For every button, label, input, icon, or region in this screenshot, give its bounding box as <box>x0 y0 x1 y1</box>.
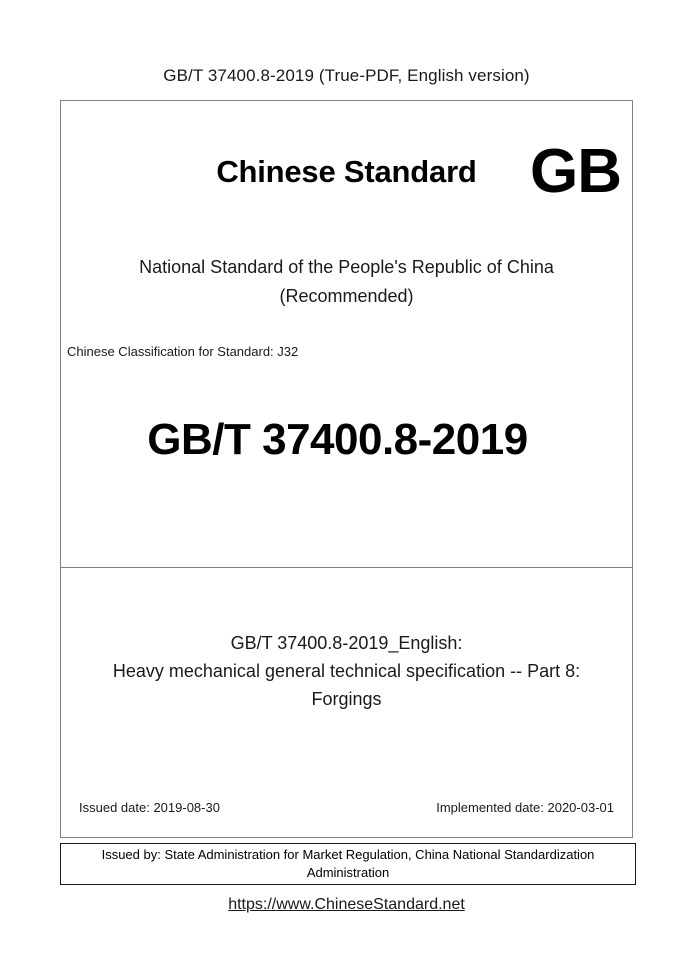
standard-number: GB/T 37400.8-2019 <box>147 415 528 464</box>
implemented-date: Implemented date: 2020-03-01 <box>436 800 614 815</box>
issued-date: Issued date: 2019-08-30 <box>79 800 220 815</box>
gb-logo: GB <box>530 137 622 206</box>
national-standard-line-1: National Standard of the People's Republ… <box>139 257 554 277</box>
website-link[interactable]: https://www.ChineseStandard.net <box>228 896 465 913</box>
issuer-box: Issued by: State Administration for Mark… <box>60 843 636 885</box>
english-title-line-2: Heavy mechanical general technical speci… <box>112 661 581 681</box>
cover-upper-section: Chinese Standard GB National Standard of… <box>61 101 632 568</box>
english-title-line-1: GB/T 37400.8-2019_English: <box>230 633 463 653</box>
issuer-text: Issued by: State Administration for Mark… <box>61 846 635 882</box>
issuer-line-2: Administration <box>306 865 390 880</box>
classification-code: Chinese Classification for Standard: J32 <box>67 344 299 359</box>
page-footer: https://www.ChineseStandard.net <box>0 896 693 914</box>
dates-row: Issued date: 2019-08-30 Implemented date… <box>79 800 614 815</box>
national-standard-subtitle: National Standard of the People's Republ… <box>61 253 632 311</box>
cover-lower-section: GB/T 37400.8-2019_English: Heavy mechani… <box>61 568 632 837</box>
issuer-line-1: Issued by: State Administration for Mark… <box>101 847 595 862</box>
brand-title: Chinese Standard <box>216 154 477 189</box>
page-header-title: GB/T 37400.8-2019 (True-PDF, English ver… <box>163 66 530 85</box>
english-title-block: GB/T 37400.8-2019_English: Heavy mechani… <box>75 629 618 713</box>
national-standard-line-2: (Recommended) <box>279 286 414 306</box>
english-title-line-3: Forgings <box>311 689 382 709</box>
cover-frame: Chinese Standard GB National Standard of… <box>60 100 633 838</box>
brand-row: Chinese Standard GB <box>61 141 632 206</box>
